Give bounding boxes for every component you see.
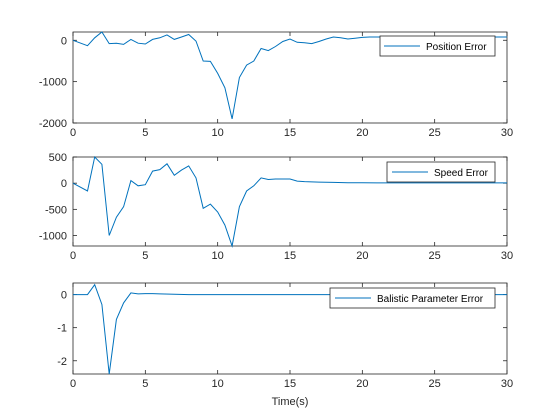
x-tick-label: 0 [70,378,76,390]
x-tick-label: 10 [212,127,224,139]
x-tick-label: 0 [70,127,76,139]
y-tick-label: 500 [49,152,67,164]
y-tick-label: -2 [57,356,67,368]
legend: Speed Error [386,161,496,183]
x-tick-label: 15 [284,250,296,262]
x-ticks: 0 5 10 15 20 25 30 [70,32,513,139]
legend: Position Error [379,35,496,57]
legend-box [386,161,496,183]
x-tick-label: 5 [142,127,148,139]
y-tick-label: -2000 [39,118,67,130]
y-tick-label: 0 [61,290,67,302]
x-tick-label: 25 [429,127,441,139]
y-tick-label: -1000 [39,231,67,243]
x-ticks: 0 5 10 15 20 25 30 [70,157,513,262]
x-tick-label: 5 [142,250,148,262]
legend-label: Position Error [426,42,487,53]
y-tick-label: 0 [61,35,67,47]
x-tick-label: 10 [212,378,224,390]
x-tick-label: 10 [212,250,224,262]
axes-speed-error: 500 0 -500 -1000 0 5 10 15 20 25 30 Speed Error [39,152,513,262]
x-tick-label: 20 [356,378,368,390]
axes-balistic-parameter-error: 0 -1 -2 0 5 10 15 20 25 30 Balistic Parameter Er… [57,282,513,408]
x-ticks: 0 5 10 15 20 25 30 [70,283,513,390]
x-tick-label: 15 [284,127,296,139]
y-ticks: 500 0 -500 -1000 [39,152,507,243]
x-tick-label: 30 [501,127,513,139]
y-ticks: 0 -1000 -2000 [39,35,507,130]
legend-label: Balistic Parameter Error [377,294,484,305]
y-tick-label: -1 [57,323,67,335]
x-tick-label: 5 [142,378,148,390]
axes-position-error: 0 -1000 -2000 0 5 10 15 20 25 30 Position Error [39,31,513,139]
series-lines [72,155,507,248]
x-axis-label: Time(s) [272,396,309,408]
legend-box [329,287,496,309]
y-tick-label: 0 [61,178,67,190]
y-tick-label: -1000 [39,77,67,89]
x-tick-label: 25 [429,378,441,390]
x-tick-label: 15 [284,378,296,390]
x-tick-label: 0 [70,250,76,262]
series-lines [73,283,507,375]
x-tick-label: 20 [356,127,368,139]
series-line [73,283,507,375]
x-tick-label: 30 [501,378,513,390]
legend-box [379,35,496,57]
y-tick-label: -500 [45,204,67,216]
x-tick-label: 20 [356,250,368,262]
legend: Balistic Parameter Error [329,287,496,309]
series-line [72,155,507,248]
x-tick-label: 30 [501,250,513,262]
x-tick-label: 25 [429,250,441,262]
legend-label: Speed Error [434,168,489,179]
